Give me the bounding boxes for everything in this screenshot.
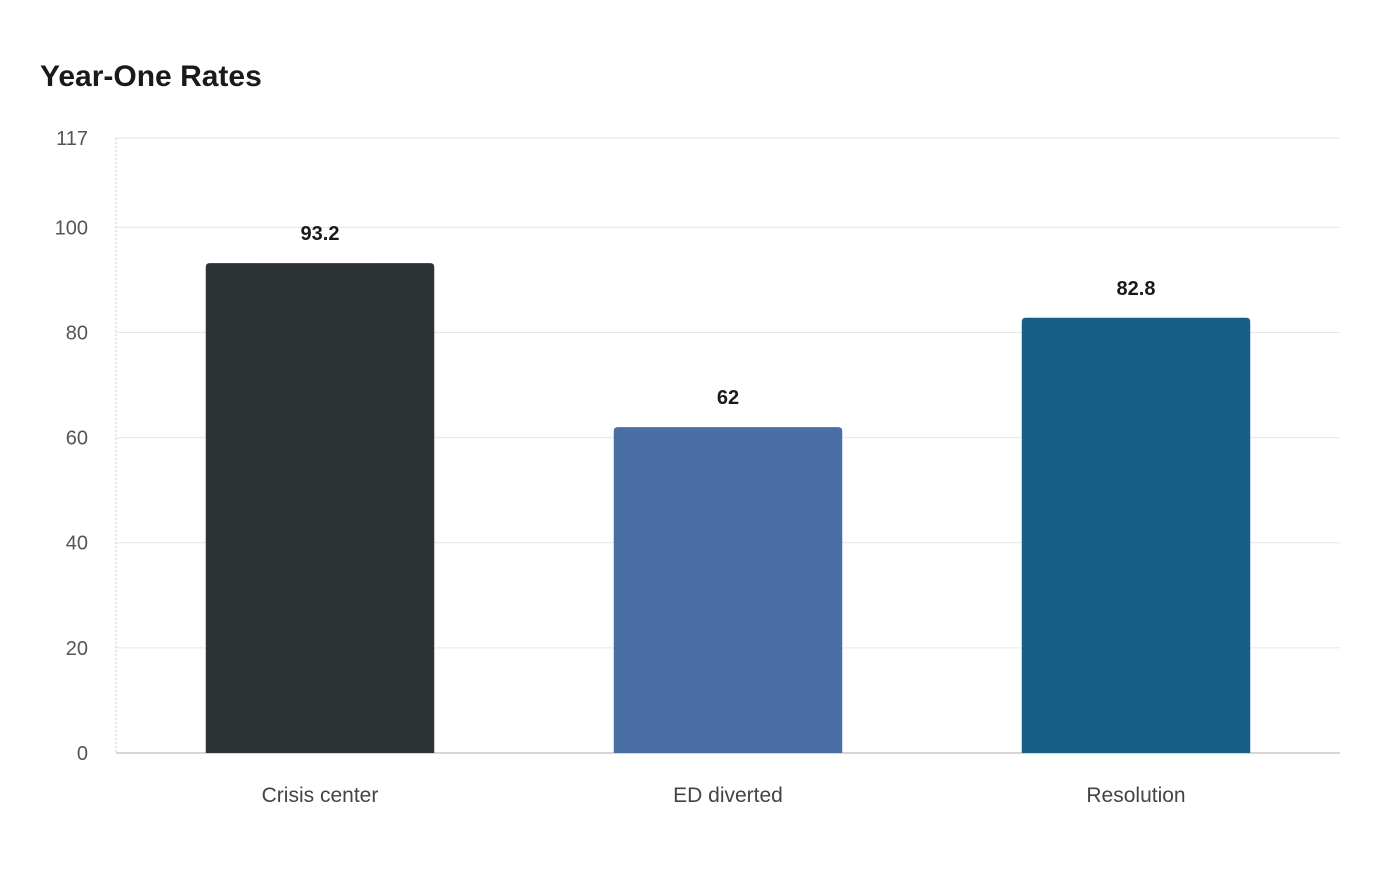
y-tick-label: 40 [66,533,88,555]
bars [205,263,1251,753]
y-tick-label: 20 [66,638,88,660]
data-labels: 93.2 62 82.8 [301,223,1156,409]
category-labels: Crisis center ED diverted Resolution [262,784,1186,807]
data-label: 93.2 [301,223,340,245]
bar-resolution [1021,317,1251,753]
bar-ed-diverted [613,427,843,753]
y-tick-label: 117 [56,128,88,150]
chart-title: Year-One Rates [40,60,262,93]
y-tick-labels: 0 20 40 60 80 100 117 [55,128,88,765]
y-tick-label: 0 [77,743,88,765]
category-label: Resolution [1086,784,1185,807]
category-label: Crisis center [262,784,379,807]
bar-crisis-center [205,263,435,753]
y-tick-label: 100 [55,217,88,239]
data-label: 62 [717,387,739,409]
data-label: 82.8 [1117,278,1156,300]
category-label: ED diverted [673,784,783,807]
y-tick-label: 80 [66,322,88,344]
y-tick-label: 60 [66,428,88,450]
